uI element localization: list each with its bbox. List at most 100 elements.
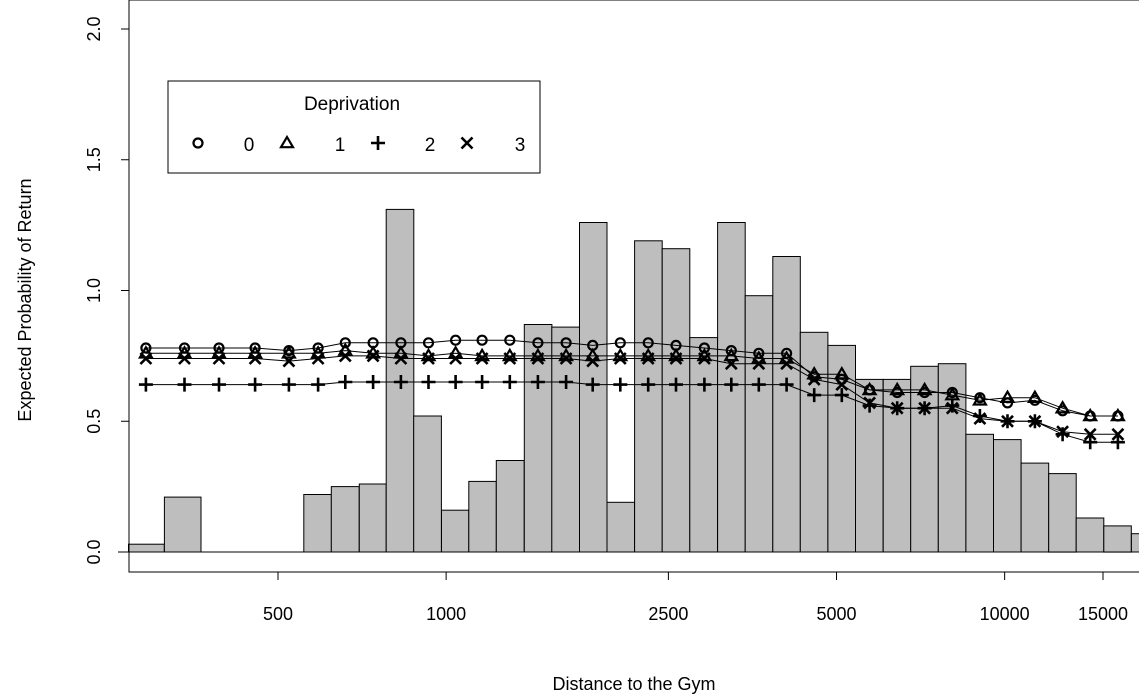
data-point-2: [475, 375, 490, 389]
data-point-3: [282, 354, 296, 368]
legend-label: 2: [425, 135, 436, 156]
data-point-3: [918, 401, 932, 415]
data-point-3: [1111, 427, 1125, 441]
histogram-bar: [1103, 525, 1132, 553]
data-point-0: [140, 342, 152, 354]
series-line-3: [145, 355, 1118, 435]
x-axis-label: Distance to the Gym: [552, 674, 715, 694]
data-point-3: [973, 412, 987, 426]
histogram-bar: [993, 439, 1022, 553]
x-tick-label: 10000: [980, 604, 1030, 624]
data-point-3: [1028, 414, 1042, 428]
x-tick-label: 500: [263, 604, 293, 624]
data-point-3: [752, 357, 766, 371]
data-point-2: [807, 388, 822, 403]
data-point-3: [780, 357, 794, 371]
series-line-1: [145, 350, 1118, 417]
data-point-3: [366, 349, 380, 363]
legend-label: 0: [244, 135, 255, 156]
data-point-2: [311, 377, 326, 392]
histogram-bar: [689, 337, 718, 553]
data-point-1: [1026, 389, 1043, 403]
histogram-bar: [551, 326, 580, 553]
data-point-1: [833, 366, 850, 380]
data-point-1: [861, 381, 878, 396]
data-point-2: [366, 375, 381, 389]
data-point-3: [807, 372, 821, 386]
data-point-3: [139, 352, 153, 365]
x-tick-label: 15000: [1078, 604, 1128, 624]
y-axis-label: Expected Probability of Return: [15, 178, 35, 421]
data-point-0: [753, 347, 765, 359]
histogram-bar: [1048, 473, 1077, 553]
data-point-0: [476, 334, 488, 346]
series-line-2: [145, 381, 1118, 443]
histogram-bar: [965, 433, 995, 553]
histogram-bars: [128, 208, 1139, 553]
data-point-0: [312, 342, 324, 354]
histogram-bar: [799, 331, 829, 553]
histogram-bar: [441, 509, 470, 553]
y-tick-label: 0.0: [84, 539, 104, 564]
data-point-2: [834, 388, 849, 403]
legend-title: Deprivation: [304, 94, 400, 115]
data-point-2: [669, 377, 683, 392]
data-point-3: [613, 352, 627, 365]
data-point-3: [178, 352, 191, 365]
legend-marker-2: [371, 136, 385, 150]
histogram-bar: [606, 501, 636, 553]
data-point-2: [613, 377, 628, 392]
data-point-3: [863, 396, 877, 410]
data-point-2: [502, 375, 517, 389]
data-point-0: [642, 337, 654, 349]
data-point-3: [1083, 427, 1097, 441]
legend-box: [167, 80, 541, 174]
data-point-1: [1054, 400, 1071, 414]
data-point-3: [338, 349, 352, 363]
data-point-0: [178, 342, 191, 354]
x-tick-label: 2500: [648, 604, 688, 624]
data-point-1: [971, 392, 988, 406]
data-point-1: [1082, 407, 1099, 422]
histogram-bar: [1075, 517, 1105, 553]
data-point-2: [724, 377, 739, 392]
data-point-3: [697, 352, 711, 365]
data-point-3: [422, 352, 435, 365]
data-point-2: [559, 375, 574, 389]
data-point-1: [916, 381, 933, 396]
data-point-0: [725, 345, 737, 357]
data-point-3: [724, 357, 738, 371]
y-tick-label: 0.5: [84, 409, 104, 434]
data-point-3: [503, 352, 517, 365]
data-point-2: [421, 375, 436, 389]
histogram-bar: [468, 480, 497, 553]
data-point-3: [449, 352, 463, 365]
x-axis: 500 1000 2500 5000 10000 15000: [263, 571, 1128, 624]
series-markers: [137, 334, 1126, 450]
series-line-0: [145, 339, 1118, 417]
data-point-1: [723, 347, 740, 362]
data-point-1: [1109, 407, 1126, 422]
y-tick-label: 1.0: [84, 278, 104, 303]
histogram-bar: [163, 496, 202, 553]
legend-marker-3: [460, 136, 474, 150]
data-point-0: [422, 337, 435, 349]
legend-marker-1: [279, 134, 295, 149]
histogram-bar: [303, 494, 332, 553]
data-point-2: [697, 377, 712, 392]
data-point-2: [138, 377, 153, 392]
data-point-3: [475, 352, 489, 365]
data-point-2: [281, 377, 296, 392]
data-point-2: [248, 377, 263, 392]
legend: Deprivation 0 1 2 3: [167, 80, 541, 174]
histogram-bar: [495, 460, 525, 553]
data-point-2: [448, 375, 463, 389]
legend-label: 3: [515, 135, 526, 156]
histogram-bar: [413, 415, 442, 553]
data-point-0: [698, 342, 711, 354]
data-point-0: [532, 337, 544, 349]
histogram-bar: [358, 483, 387, 553]
data-point-2: [177, 377, 192, 392]
data-point-0: [339, 337, 351, 349]
